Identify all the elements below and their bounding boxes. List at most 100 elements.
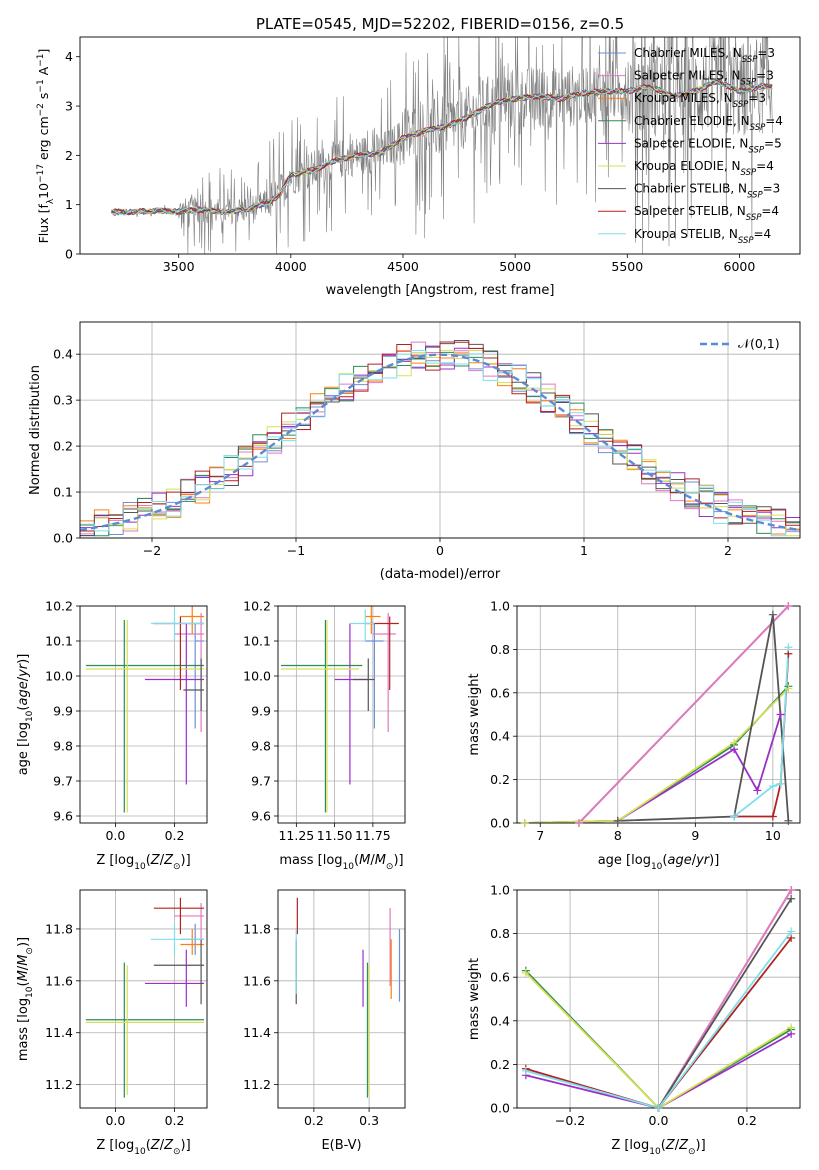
- legend-entry: Salpeter MILES, NSSP=3: [634, 69, 774, 88]
- legend-entry-sub: SSP: [748, 145, 764, 155]
- age_vs_mass-xlabel-part: mass [log: [279, 853, 342, 868]
- mass_vs_Z-ylabel-part: ⊙: [25, 947, 35, 955]
- age_vs_mass-panel: 11.25 11.50 11.75 9.6 9.7 9.8 9.9 10.0 10.1 10.2 m…: [243, 599, 406, 872]
- mass_vs_Z-ytick-label: 11.4: [45, 1025, 73, 1040]
- weight_vs_Z-xtick-label: 0.0: [649, 1113, 669, 1128]
- weight-marker: [768, 610, 777, 619]
- weight-series-line: [733, 647, 790, 818]
- residuals-xtick-label: −1: [287, 543, 305, 558]
- weight-series-line: [524, 714, 782, 823]
- weight-series-line: [524, 685, 790, 823]
- weight-series-line: [617, 614, 790, 822]
- legend-entry: 𝒩(0,1): [738, 336, 780, 351]
- legend-entry-n: =3: [756, 69, 774, 83]
- mass_vs_Z-frame: [79, 889, 208, 1109]
- age_vs_mass-ytick-label: 9.9: [251, 704, 271, 719]
- weight_vs_age-xlabel-part: age [log: [598, 853, 651, 868]
- residuals-xtick-label: 1: [580, 543, 588, 558]
- legend-entry-name: Salpeter ELODIE, N: [634, 136, 748, 150]
- weight_vs_age-ytick-label: 1.0: [490, 599, 510, 614]
- mass_vs_Z-xlabel-part: ⊙: [173, 1147, 181, 1157]
- age_vs_Z-ylabel: age [log10(age/yr)]: [16, 654, 35, 776]
- spectrum-xtick-label: 4500: [387, 259, 419, 274]
- figure-title: PLATE=0545, MJD=52202, FIBERID=0156, z=0…: [256, 15, 624, 33]
- weight-marker: [787, 927, 796, 936]
- mass_vs_EBV-xtick-label: 0.3: [359, 1113, 379, 1128]
- residuals-xtick-label: 2: [724, 543, 732, 558]
- legend-entry-n: =3: [763, 182, 781, 196]
- weight_vs_Z-xlabel-part: Z: [678, 1138, 689, 1153]
- age_vs_mass-xlabel-part: 10: [343, 862, 355, 872]
- weight_vs_age-xtick-label: 7: [536, 828, 544, 843]
- legend-entry-sub: SSP: [741, 168, 757, 178]
- residual-histogram: [80, 350, 800, 537]
- age_vs_mass-ytick-label: 10.1: [243, 634, 271, 649]
- weight_vs_Z-xlabel: Z [log10(Z/Z⊙)]: [611, 1138, 705, 1157]
- mass_vs_EBV-xlabel: E(B-V): [321, 1138, 361, 1153]
- weight_vs_age-xlabel-part: 10: [651, 862, 663, 872]
- weight-marker: [787, 894, 796, 903]
- weight-marker: [784, 816, 793, 825]
- residual-histogram: [80, 341, 800, 532]
- weight_vs_Z-xlabel-part: )]: [696, 1138, 706, 1153]
- weight_vs_age-ylabel: mass weight: [467, 673, 482, 755]
- residuals-ytick-label: 0.4: [53, 347, 73, 362]
- residuals-ytick-label: 0.1: [53, 485, 73, 500]
- mass_vs_Z-ylabel-part: M: [16, 970, 31, 981]
- spectrum-xtick-label: 3500: [163, 259, 195, 274]
- legend-entry-n: =4: [761, 204, 779, 218]
- age_vs_mass-xlabel-part: ⊙: [386, 862, 394, 872]
- mass_vs_Z-xlabel-part: Z [log: [96, 1138, 134, 1153]
- spectrum-ylabel-part: λ: [46, 198, 56, 204]
- legend-entry-n: =4: [765, 114, 783, 128]
- legend-entry-name: Salpeter STELIB, N: [634, 204, 746, 218]
- age_vs_mass-frame: [277, 605, 406, 824]
- spectrum-frame: [79, 36, 801, 255]
- mass_vs_Z-xlabel-part: (: [146, 1138, 151, 1153]
- age_vs_mass-xlabel-part: /: [370, 853, 375, 868]
- weight_vs_age-ytick-label: 0.8: [490, 642, 510, 657]
- mass_vs_EBV-plot-area: [295, 897, 401, 1098]
- weight_vs_age-ytick-label: 0.0: [490, 816, 510, 831]
- age_vs_mass-ytick-label: 9.8: [251, 739, 271, 754]
- spectrum-ylabel-part: 10: [36, 183, 51, 199]
- residuals-ytick-label: 0.2: [53, 439, 73, 454]
- mass_vs_Z-xlabel-part: )]: [181, 1138, 191, 1153]
- age_vs_Z-ytick-label: 10.0: [45, 669, 73, 684]
- weight_vs_Z-plot-area: [525, 890, 792, 1108]
- weight_vs_Z-xlabel-part: (: [661, 1138, 666, 1153]
- weight_vs_age-xtick-label: 10: [765, 828, 781, 843]
- age_vs_Z-ylabel-part: age: [16, 681, 31, 705]
- mass_vs_Z-xlabel-part: /: [160, 1138, 165, 1153]
- weight_vs_age-xlabel-part: (: [662, 853, 667, 868]
- legend-entry-sub: SSP: [750, 123, 766, 133]
- residuals-ylabel: Normed distribution: [28, 365, 43, 495]
- spectrum-panel: 3500 4000 4500 5000 5500 6000 0 1 2 3 4 Chabrier MI…: [36, 36, 801, 298]
- age_vs_Z-ylabel-part: (: [16, 706, 31, 711]
- weight_vs_age-xtick-label: 8: [614, 828, 622, 843]
- mass_vs_Z-xtick-label: 0.0: [105, 1113, 125, 1128]
- residuals-xtick-label: 0: [436, 543, 444, 558]
- weight_vs_age-ytick-label: 0.6: [490, 685, 510, 700]
- spectrum-ylabel-part: −1: [36, 54, 46, 67]
- legend-entry: Chabrier STELIB, NSSP=3: [634, 182, 780, 201]
- legend-entry: Salpeter STELIB, NSSP=4: [634, 204, 779, 223]
- legend-entry-n: =4: [756, 159, 774, 173]
- weight_vs_Z-ytick-label: 0.0: [490, 1101, 510, 1116]
- age_vs_Z-ylabel-part: )]: [16, 654, 31, 664]
- legend-entry-sub: SSP: [742, 55, 758, 65]
- weight_vs_age-xtick-label: 9: [691, 828, 699, 843]
- residuals-ytick-label: 0.3: [53, 393, 73, 408]
- weight_vs_age-frame: [516, 605, 801, 824]
- legend-entry: Chabrier MILES, NSSP=3: [634, 46, 775, 65]
- observed-spectrum-line: [111, 37, 773, 254]
- legend-entry: Kroupa ELODIE, NSSP=4: [634, 159, 774, 178]
- legend-entry: Kroupa MILES, NSSP=3: [634, 91, 766, 110]
- age_vs_Z-frame: [79, 605, 208, 824]
- age_vs_mass-xlabel-part: (: [354, 853, 359, 868]
- legend-entry-sub: SSP: [733, 100, 749, 110]
- mass_vs_EBV-panel: 0.2 0.3 11.2 11.4 11.6 11.8 E(B-V): [243, 889, 406, 1153]
- weight-marker: [784, 602, 793, 610]
- weight_vs_age-xlabel-part: yr: [695, 853, 711, 868]
